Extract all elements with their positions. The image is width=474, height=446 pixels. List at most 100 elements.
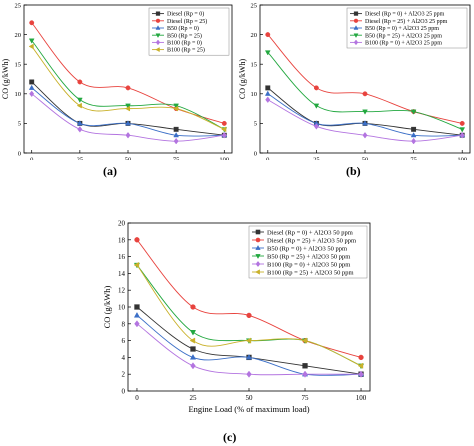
data-point [133, 312, 141, 318]
chart-a: 02550751000510152025Engine Load (% of ma… [1, 2, 233, 161]
series-line [267, 93, 463, 137]
panel-label-a: (a) [103, 164, 117, 178]
data-point [134, 320, 140, 328]
data-point [28, 43, 34, 50]
data-point [313, 85, 319, 91]
data-point [313, 103, 320, 109]
legend-entry: B100 (Rp = 0) + Al2O3 25 ppm [365, 40, 442, 47]
x-tick-label: 0 [135, 394, 139, 402]
y-tick-label: 6 [122, 337, 126, 345]
data-point [265, 85, 271, 91]
data-point [29, 79, 35, 85]
legend-marker [155, 33, 161, 38]
legend-entry: B50 (Rp = 25) + Al2O3 50 ppm [267, 253, 350, 260]
panel-label-b: (b) [346, 164, 361, 178]
legend-box [248, 225, 368, 279]
legend-marker [155, 18, 161, 23]
y-axis-label: CO (g/kWh) [238, 59, 247, 100]
data-point [411, 126, 417, 132]
x-tick-label: 25 [77, 157, 84, 161]
data-point [28, 38, 35, 44]
data-point [189, 330, 197, 336]
data-point [133, 261, 140, 269]
y-tick-label: 0 [122, 387, 126, 395]
x-tick-label: 75 [410, 157, 417, 161]
legend-marker [255, 260, 261, 268]
y-tick-label: 20 [15, 32, 22, 39]
x-tick-label: 0 [30, 157, 33, 161]
legend-marker [255, 269, 260, 275]
data-point [29, 20, 35, 26]
data-point [125, 131, 131, 139]
legend-entry: B50 (Rp = 0) + Al2O3 50 ppm [267, 245, 347, 252]
data-point [302, 363, 308, 369]
data-point [411, 137, 417, 145]
data-point [362, 109, 368, 115]
chart-group: 0 25 50 75 100 0 2 4 6 8 10 12 14 16 18 20 Engine Load (… [102, 219, 371, 414]
data-point [410, 109, 417, 115]
data-point [76, 102, 82, 109]
data-point [221, 126, 227, 133]
y-tick-label: 10 [118, 303, 126, 311]
legend-marker [353, 33, 359, 38]
data-point [264, 50, 271, 56]
data-point [134, 304, 140, 310]
y-tick-label: 18 [118, 236, 126, 244]
x-tick-label: 100 [457, 157, 467, 161]
data-point [172, 105, 179, 112]
data-point [29, 90, 35, 98]
series-line [267, 52, 463, 130]
data-point [246, 312, 252, 319]
data-point [221, 131, 227, 139]
data-point [245, 337, 252, 344]
data-point [358, 354, 364, 361]
data-point [221, 120, 227, 126]
legend-entry: Diesel (Rp = 0) + Al2O3 25 ppm [365, 11, 445, 18]
data-point [173, 137, 179, 145]
legend-marker [353, 11, 359, 16]
legend-entry: B50 (Rp = 0) + Al2O3 25 ppm [365, 25, 439, 32]
y-tick-label: 0 [18, 150, 21, 157]
chart-b: 02550751000510152025Engine Load (% of ma… [238, 2, 471, 161]
data-point [358, 370, 364, 378]
data-point [246, 370, 252, 378]
data-point [189, 354, 197, 360]
y-tick-label: 15 [15, 61, 22, 68]
legend-entry: B100 (Rp = 0) + Al2O3 50 ppm [267, 261, 350, 268]
chart-group: 02550751000510152025Engine Load (% of ma… [1, 2, 233, 161]
data-point [265, 32, 271, 38]
y-tick-label: 25 [15, 2, 22, 9]
y-tick-label: 14 [118, 270, 126, 278]
legend-marker [255, 229, 261, 235]
data-point [190, 304, 196, 310]
data-point [28, 84, 35, 90]
legend-marker [255, 237, 261, 243]
y-tick-label: 0 [254, 150, 257, 157]
y-tick-label: 5 [254, 121, 257, 128]
y-tick-label: 20 [118, 219, 126, 227]
y-axis-label: CO (g/kWh) [102, 285, 112, 328]
data-point [410, 132, 417, 138]
data-point [265, 96, 271, 103]
legend-marker [353, 39, 359, 46]
x-tick-label: 50 [362, 157, 369, 161]
y-tick-label: 8 [122, 320, 126, 328]
series-line [31, 87, 225, 137]
y-axis-label: CO (g/kWh) [1, 59, 10, 100]
y-tick-label: 5 [18, 121, 21, 128]
legend-marker [155, 25, 161, 30]
data-point [362, 120, 368, 126]
x-tick-label: 0 [266, 157, 269, 161]
legend-marker [255, 245, 261, 250]
y-tick-label: 10 [251, 91, 258, 98]
x-tick-label: 25 [313, 157, 320, 161]
data-point [125, 103, 131, 109]
y-tick-label: 12 [118, 287, 126, 295]
panel-label-c: (c) [223, 430, 237, 444]
legend-marker [155, 39, 161, 46]
legend-entry: Diesel (Rp = 25) + Al2O3 25 ppm [365, 18, 448, 25]
legend-entry: Diesel (Rp = 25) [167, 18, 207, 25]
legend-marker [353, 25, 359, 30]
legend-marker [353, 18, 359, 23]
data-point [77, 79, 83, 85]
